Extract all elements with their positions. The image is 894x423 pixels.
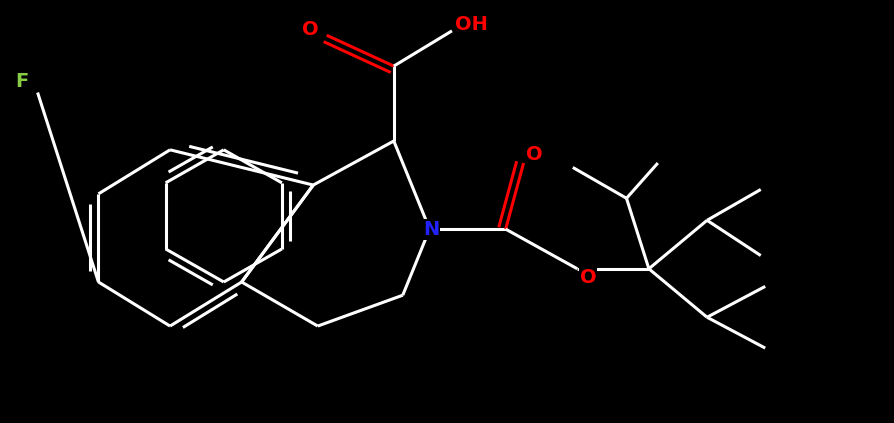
- Text: F: F: [15, 72, 28, 91]
- Text: O: O: [579, 268, 595, 287]
- Text: OH: OH: [455, 15, 487, 34]
- Text: O: O: [526, 145, 542, 164]
- Text: O: O: [302, 19, 318, 38]
- Text: N: N: [423, 220, 439, 239]
